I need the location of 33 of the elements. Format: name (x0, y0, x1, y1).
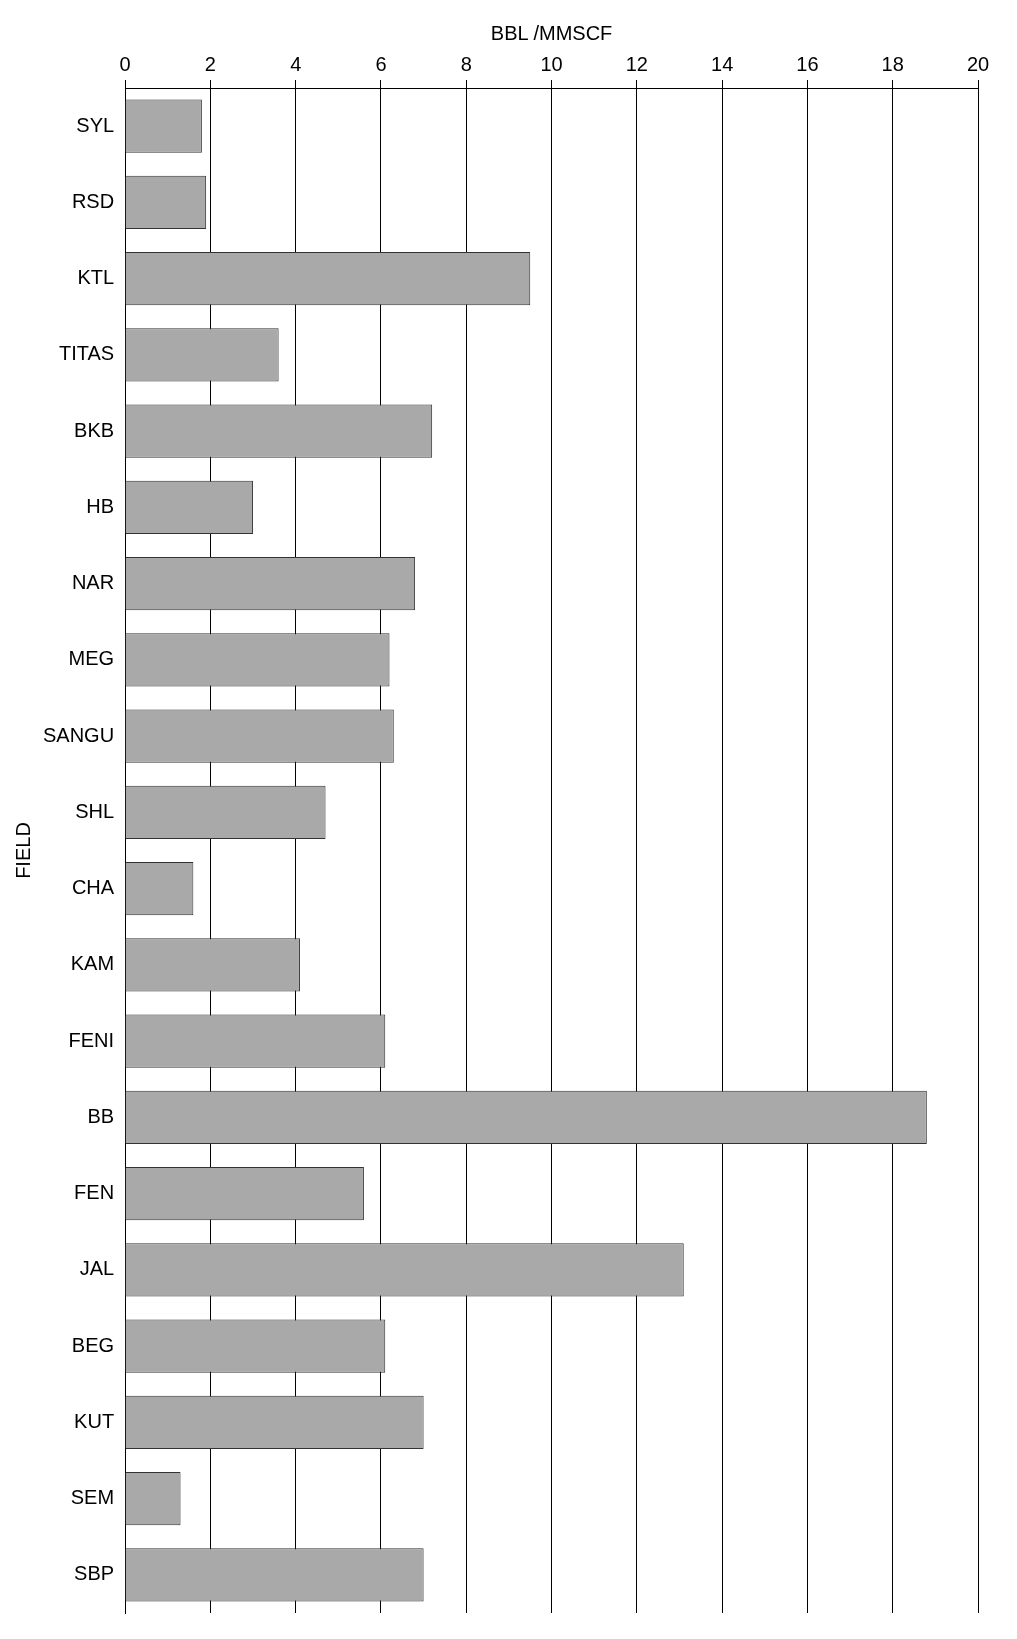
y-tick-label: NAR (71, 571, 115, 594)
y-axis-title: FIELD (11, 822, 34, 879)
y-tick-label: KUT (74, 1409, 115, 1432)
x-tick-label: 2 (204, 52, 216, 75)
y-tick-label: MEG (68, 647, 115, 670)
y-tick-label: SEM (70, 1486, 115, 1509)
x-tick-label: 12 (625, 52, 648, 75)
x-axis-title: BBL /MMSCF (490, 21, 613, 44)
x-tick-label: 6 (375, 52, 387, 75)
y-tick-label: JAL (79, 1257, 115, 1280)
x-tick-label: 20 (966, 52, 990, 75)
x-tick-label: 4 (290, 52, 302, 75)
y-tick-label: SBP (74, 1562, 115, 1585)
y-tick-label: FEN (74, 1181, 115, 1204)
y-tick-label: BB (87, 1104, 115, 1127)
x-tick-label: 8 (460, 52, 472, 75)
y-tick-label: CHA (71, 876, 115, 899)
y-tick-label: SHL (75, 799, 115, 822)
y-tick-label: TITAS (58, 342, 115, 365)
y-tick-label: SYL (76, 113, 115, 136)
x-tick-label: 16 (796, 52, 819, 75)
y-tick-label: BKB (74, 418, 115, 441)
y-tick-label: HB (86, 494, 115, 517)
x-tick-label: 0 (119, 52, 131, 75)
x-tick-label: 18 (881, 52, 904, 75)
y-tick-label: KAM (70, 952, 115, 975)
y-tick-label: FENI (68, 1028, 115, 1051)
x-tick-label: 10 (540, 52, 563, 75)
y-tick-label: BEG (71, 1333, 115, 1356)
y-tick-label: KTL (77, 266, 115, 289)
x-tick-label: 14 (711, 52, 734, 75)
y-tick-label: RSD (71, 189, 115, 212)
y-tick-label: SANGU (43, 723, 115, 746)
